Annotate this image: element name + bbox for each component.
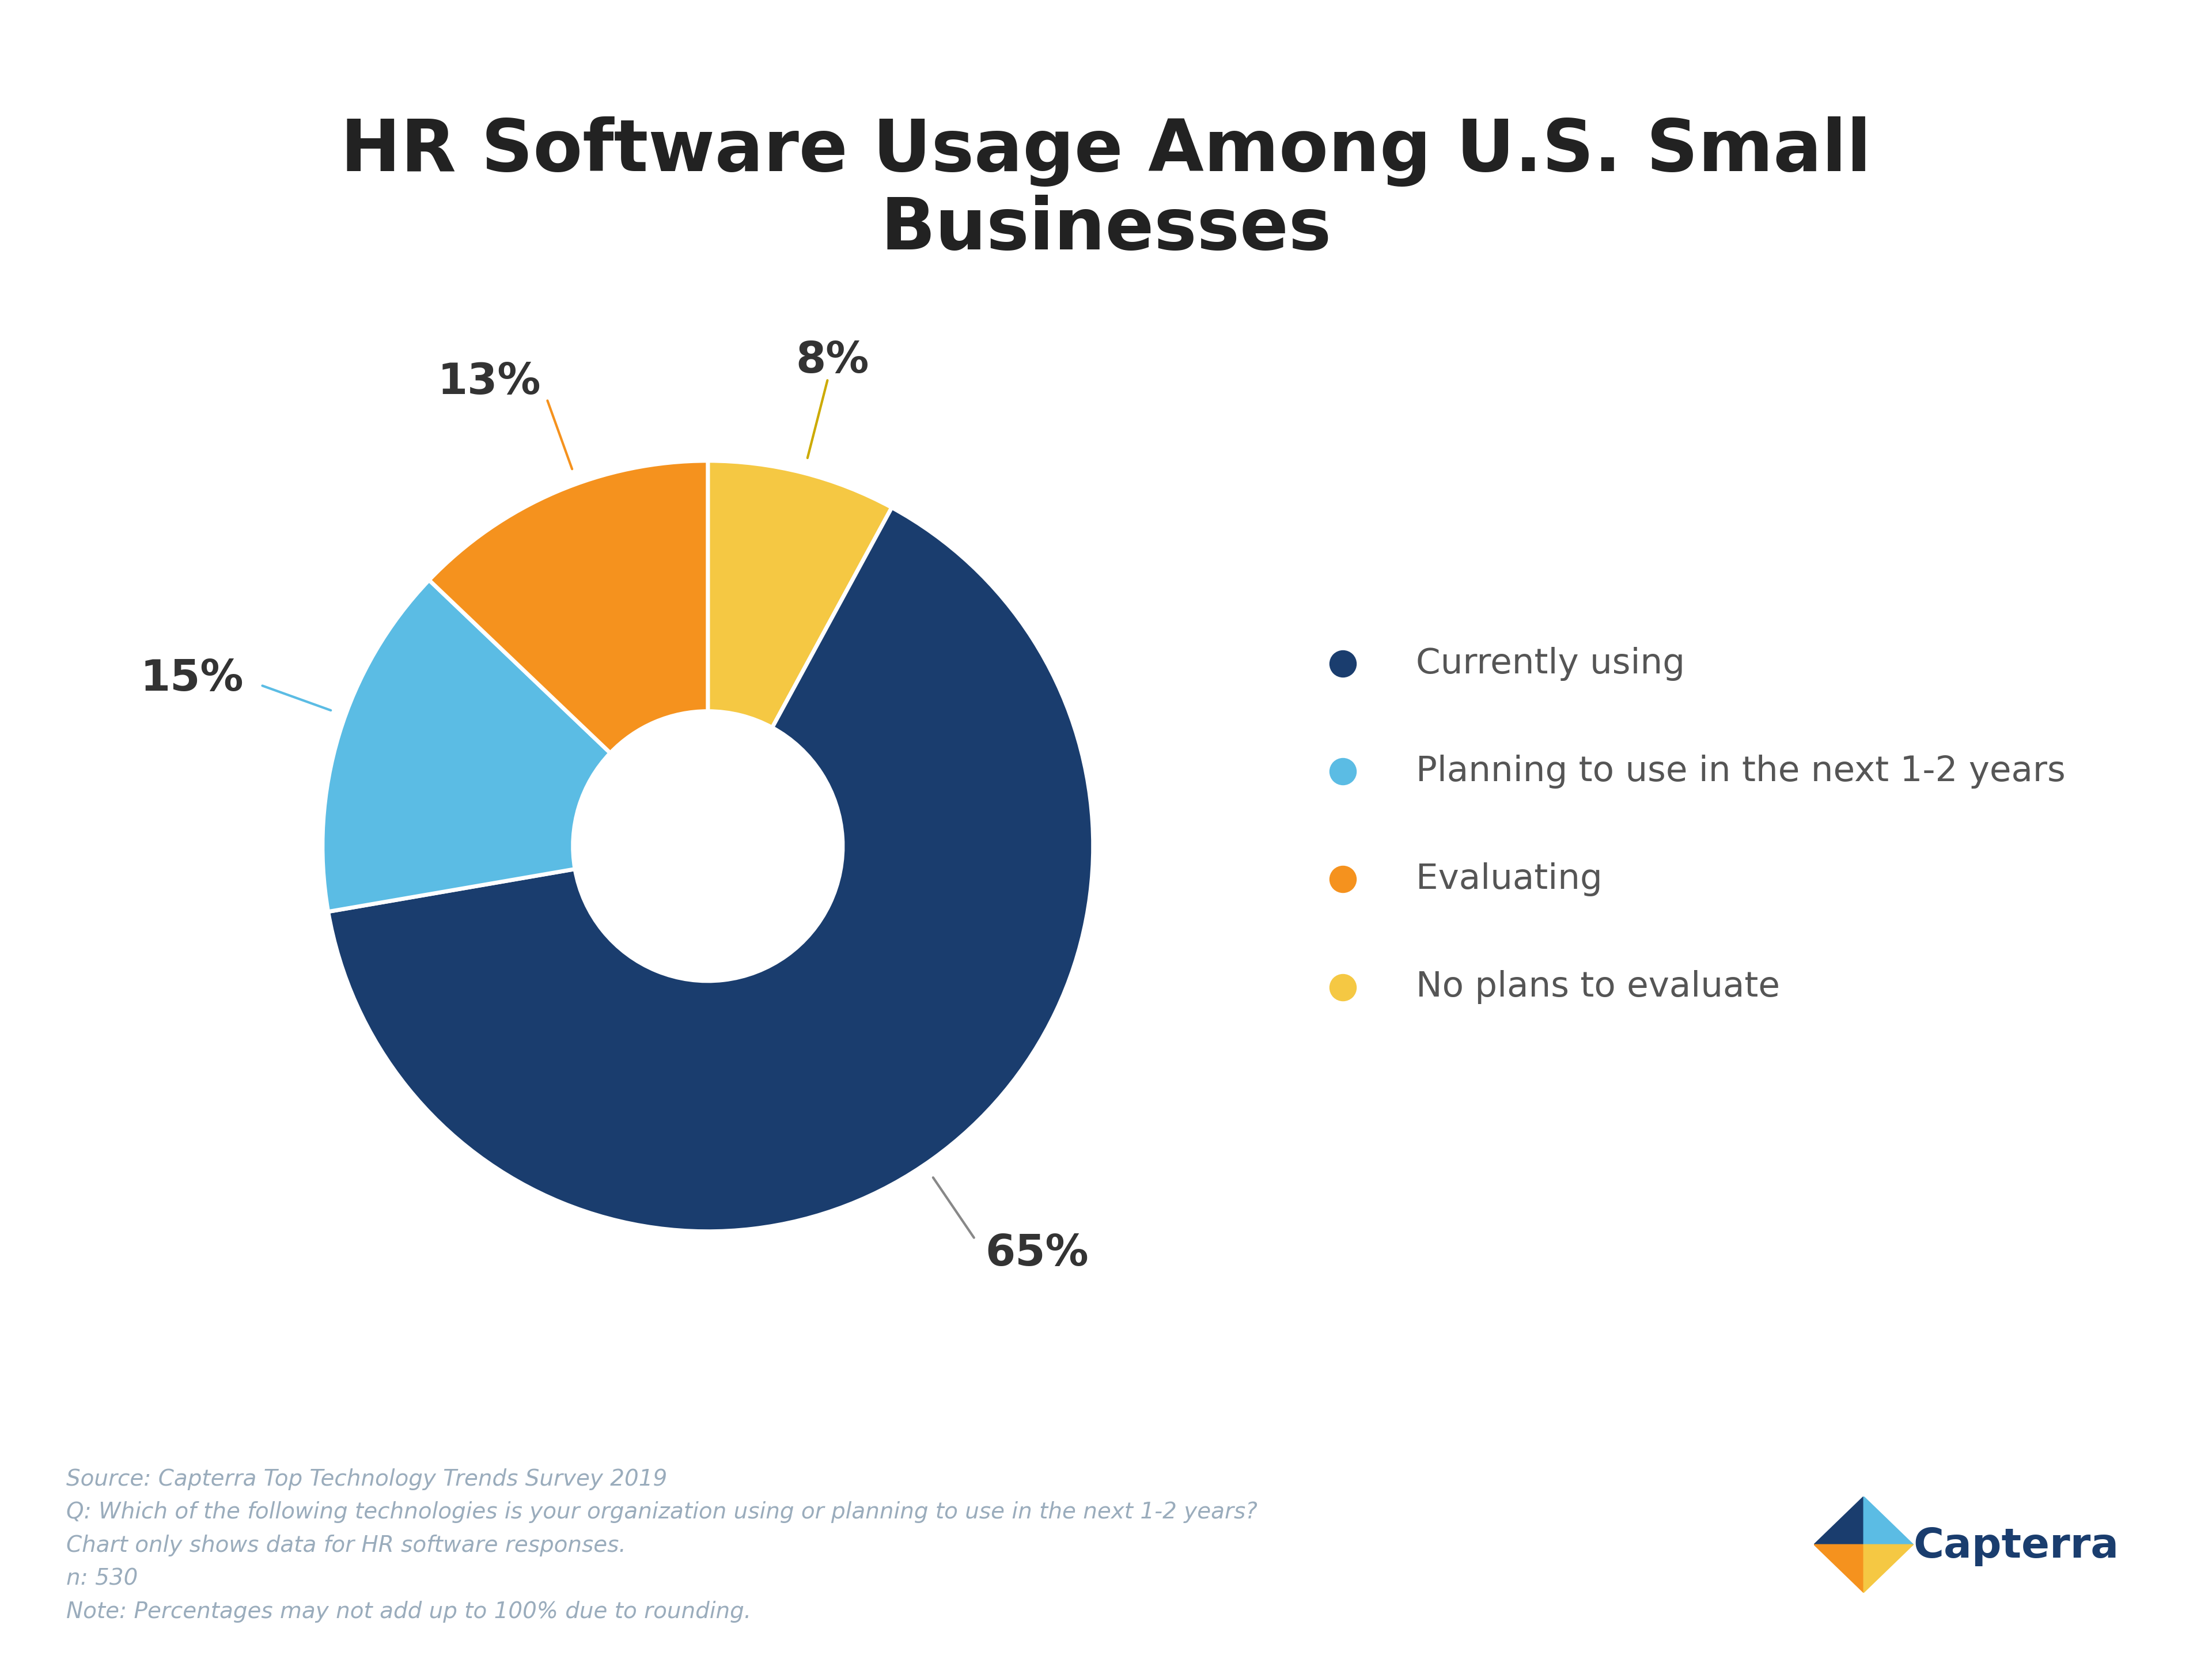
Polygon shape [1814, 1545, 1863, 1593]
Text: 8%: 8% [796, 340, 869, 382]
Text: No plans to evaluate: No plans to evaluate [1416, 971, 1781, 1004]
Text: Capterra: Capterra [1913, 1526, 2119, 1566]
Wedge shape [429, 461, 708, 753]
Point [1325, 758, 1360, 785]
Point [1325, 974, 1360, 1000]
Text: Evaluating: Evaluating [1416, 863, 1601, 896]
Text: Planning to use in the next 1-2 years: Planning to use in the next 1-2 years [1416, 755, 2066, 788]
Point [1325, 650, 1360, 677]
Point [1325, 866, 1360, 893]
Text: 13%: 13% [438, 362, 540, 403]
Text: HR Software Usage Among U.S. Small
Businesses: HR Software Usage Among U.S. Small Busin… [341, 116, 1871, 264]
Polygon shape [1814, 1496, 1863, 1545]
Polygon shape [1863, 1545, 1913, 1593]
Text: 15%: 15% [139, 659, 243, 700]
Text: n: 530: n: 530 [66, 1568, 137, 1589]
Wedge shape [327, 508, 1093, 1231]
Text: 65%: 65% [984, 1233, 1088, 1276]
Wedge shape [708, 461, 891, 728]
Wedge shape [323, 581, 611, 912]
Text: Currently using: Currently using [1416, 647, 1686, 680]
Text: Chart only shows data for HR software responses.: Chart only shows data for HR software re… [66, 1535, 626, 1556]
Text: Q: Which of the following technologies is your organization using or planning to: Q: Which of the following technologies i… [66, 1501, 1259, 1523]
Text: Note: Percentages may not add up to 100% due to rounding.: Note: Percentages may not add up to 100%… [66, 1601, 752, 1623]
Polygon shape [1863, 1496, 1913, 1545]
Text: Source: Capterra Top Technology Trends Survey 2019: Source: Capterra Top Technology Trends S… [66, 1468, 668, 1490]
